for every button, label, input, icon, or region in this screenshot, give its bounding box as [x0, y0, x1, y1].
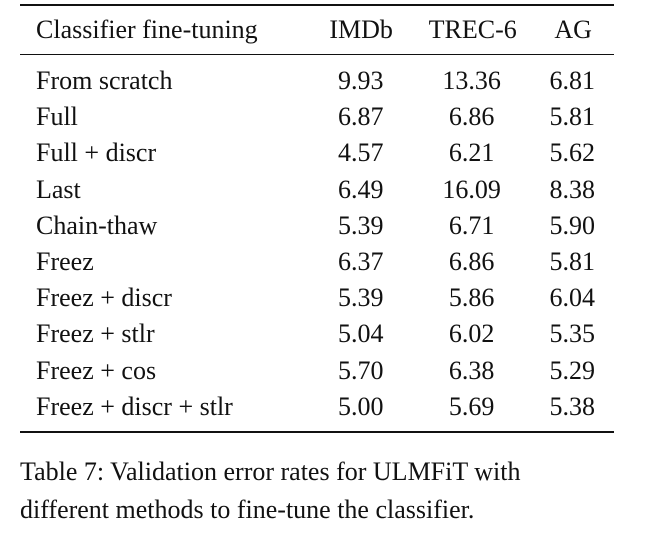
cell-imdb: 5.39 [337, 210, 384, 240]
table-row: Freez 6.37 6.86 5.81 [20, 244, 614, 280]
table-row: From scratch 9.93 13.36 6.81 [20, 63, 614, 99]
cell-trec6: 6.02 [448, 319, 495, 349]
cell-ag: 8.38 [549, 174, 596, 204]
cell-trec6: 6.71 [448, 210, 495, 240]
table-bottom-rule [20, 430, 614, 433]
header-method: Classifier fine-tuning [36, 15, 258, 44]
cell-imdb: 5.04 [337, 319, 384, 349]
table-row: Freez + stlr 5.04 6.02 5.35 [20, 316, 614, 352]
cell-trec6: 13.36 [442, 66, 501, 96]
cell-method: Freez + discr + stlr [36, 391, 233, 421]
cell-ag: 5.62 [549, 138, 596, 168]
table-caption: Table 7: Validation error rates for ULMF… [20, 453, 620, 529]
cell-ag: 5.90 [549, 210, 596, 240]
table-row: Freez + cos 5.70 6.38 5.29 [20, 353, 614, 389]
cell-ag: 5.81 [549, 247, 596, 277]
cell-ag: 5.35 [549, 319, 596, 349]
cell-trec6: 6.38 [448, 355, 495, 385]
header-imdb: IMDb [329, 15, 393, 44]
cell-method: Full + discr [36, 138, 157, 168]
cell-method: Freez + discr [36, 283, 172, 313]
table-header-rule [20, 54, 614, 55]
cell-method: Last [36, 174, 81, 204]
cell-imdb: 6.49 [337, 174, 384, 204]
table-header-row: Classifier fine-tuning IMDb TREC-6 AG [20, 6, 614, 54]
cell-trec6: 16.09 [442, 174, 501, 204]
cell-method: From scratch [36, 66, 173, 96]
cell-trec6: 6.86 [448, 102, 495, 132]
cell-trec6: 6.21 [448, 138, 495, 168]
header-trec6: TREC-6 [428, 15, 517, 44]
cell-method: Chain-thaw [36, 210, 158, 240]
cell-imdb: 5.39 [337, 283, 384, 313]
header-ag: AG [554, 15, 592, 44]
results-table-container: Classifier fine-tuning IMDb TREC-6 AG Fr… [20, 0, 614, 433]
cell-method: Freez + stlr [36, 319, 155, 349]
table-row: Last 6.49 16.09 8.38 [20, 172, 614, 208]
cell-method: Full [36, 102, 78, 132]
cell-imdb: 4.57 [337, 138, 384, 168]
cell-trec6: 5.86 [448, 283, 495, 313]
table-row: Freez + discr 5.39 5.86 6.04 [20, 280, 614, 316]
cell-ag: 5.38 [549, 391, 596, 421]
cell-ag: 6.04 [549, 283, 596, 313]
table-row: Freez + discr + stlr 5.00 5.69 5.38 [20, 389, 614, 425]
cell-method: Freez + cos [36, 355, 157, 385]
caption-line-1: Table 7: Validation error rates for ULMF… [20, 457, 521, 486]
cell-trec6: 6.86 [448, 247, 495, 277]
cell-method: Freez [36, 247, 94, 277]
cell-ag: 5.81 [549, 102, 596, 132]
results-table: Classifier fine-tuning IMDb TREC-6 AG [20, 6, 614, 54]
table-row: Full + discr 4.57 6.21 5.62 [20, 135, 614, 171]
cell-imdb: 9.93 [337, 66, 384, 96]
table-row: Chain-thaw 5.39 6.71 5.90 [20, 208, 614, 244]
cell-ag: 6.81 [549, 66, 596, 96]
caption-line-2: different methods to fine-tune the class… [20, 495, 475, 524]
cell-imdb: 5.00 [337, 391, 384, 421]
cell-ag: 5.29 [549, 355, 596, 385]
table-row: Full 6.87 6.86 5.81 [20, 99, 614, 135]
results-table-body: From scratch 9.93 13.36 6.81 Full 6.87 6.86 5.8… [20, 63, 614, 425]
table-top-rule [20, 4, 614, 6]
cell-imdb: 5.70 [337, 355, 384, 385]
cell-imdb: 6.37 [337, 247, 384, 277]
cell-imdb: 6.87 [337, 102, 384, 132]
cell-trec6: 5.69 [448, 391, 495, 421]
